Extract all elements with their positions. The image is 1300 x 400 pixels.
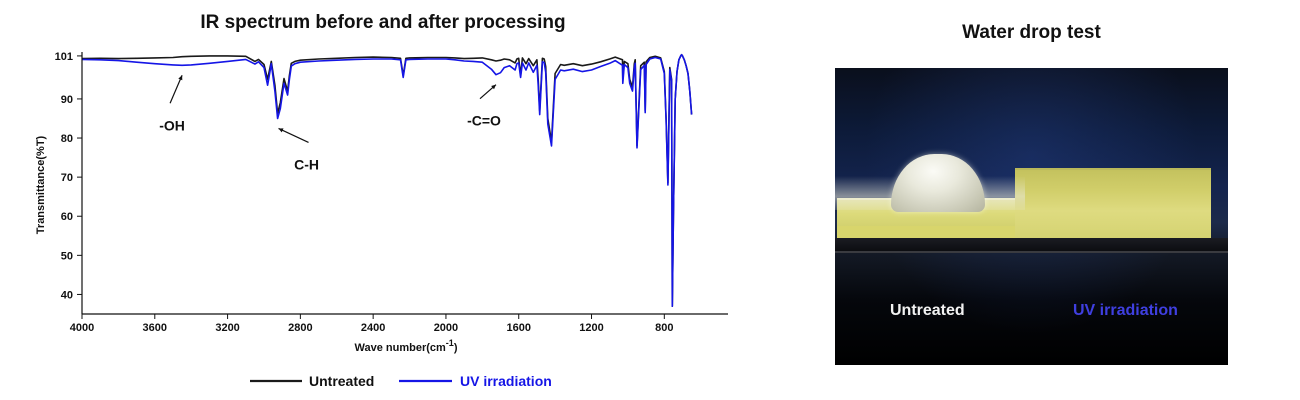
photo-title: Water drop test bbox=[962, 22, 1101, 43]
chart-title: IR spectrum before and after processing bbox=[200, 12, 565, 33]
photo-caption-uv: UV irradiation bbox=[1073, 302, 1178, 319]
legend-label-untreated: Untreated bbox=[309, 373, 374, 389]
x-tick-label: 800 bbox=[655, 322, 673, 334]
y-tick-label: 40 bbox=[61, 289, 73, 301]
ir-spectrum-chart: IR spectrum before and after processing … bbox=[35, 12, 728, 389]
y-tick-label: 101 bbox=[55, 51, 73, 63]
x-axis-label: Wave number(cm-1) bbox=[355, 338, 458, 354]
annotation-arrowhead bbox=[491, 84, 496, 90]
series-line-uv-irradiation bbox=[82, 53, 693, 307]
y-tick-label: 90 bbox=[61, 94, 73, 106]
x-tick-label: 3600 bbox=[143, 322, 167, 334]
y-axis-label: Transmittance(%T) bbox=[35, 135, 47, 234]
y-tick-label: 50 bbox=[61, 250, 73, 262]
annotation-label: -OH bbox=[159, 117, 185, 133]
x-tick-label: 1600 bbox=[506, 322, 530, 334]
y-tick-label: 80 bbox=[61, 133, 73, 145]
x-tick-label: 4000 bbox=[70, 322, 94, 334]
series-line-untreated bbox=[82, 53, 693, 307]
uv-slab bbox=[1015, 170, 1211, 238]
ir-spectrum-svg: IR spectrum before and after processing … bbox=[35, 12, 728, 389]
y-tick-label: 60 bbox=[61, 211, 73, 223]
y-tick-label: 70 bbox=[61, 172, 73, 184]
x-tick-label: 1200 bbox=[579, 322, 603, 334]
legend-label-uv: UV irradiation bbox=[460, 373, 552, 389]
annotation-label: -C=O bbox=[467, 113, 501, 129]
x-tick-label: 3200 bbox=[215, 322, 239, 334]
photo-shelf bbox=[835, 238, 1228, 252]
photo-caption-untreated: Untreated bbox=[890, 302, 965, 319]
annotation-arrow bbox=[278, 127, 309, 144]
chart-legend: Untreated UV irradiation bbox=[250, 373, 552, 389]
x-tick-label: 2400 bbox=[361, 322, 385, 334]
annotation-arrowhead bbox=[278, 128, 284, 133]
x-tick-label: 2000 bbox=[434, 322, 458, 334]
water-drop-photo: Untreated UV irradiation bbox=[835, 68, 1228, 365]
photo-shelf-edge bbox=[835, 251, 1228, 253]
annotation-label: C-H bbox=[294, 156, 319, 172]
annotation-arrowhead bbox=[178, 75, 183, 81]
x-tick-label: 2800 bbox=[288, 322, 312, 334]
untreated-slab-front bbox=[837, 226, 1015, 238]
annotation-arrow bbox=[169, 75, 183, 104]
